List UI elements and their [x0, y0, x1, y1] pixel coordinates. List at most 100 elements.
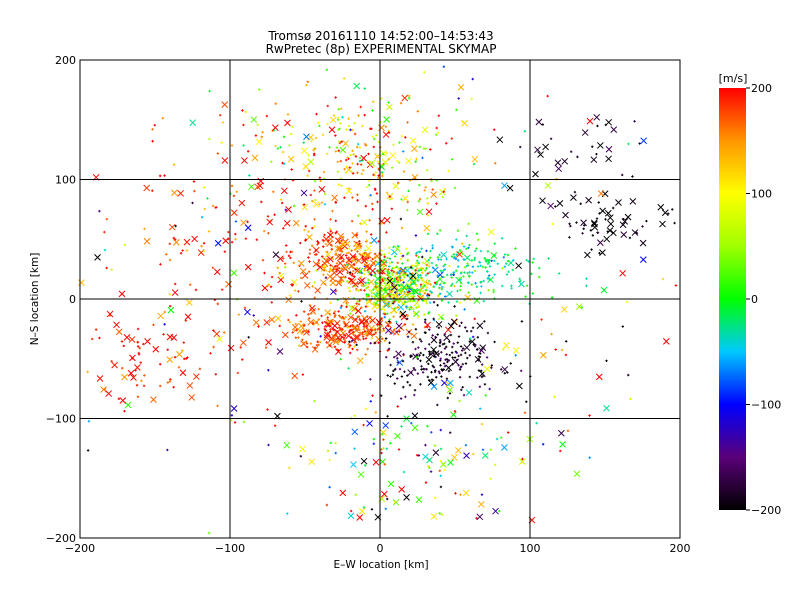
scatter-point — [455, 351, 458, 354]
scatter-point — [334, 334, 342, 341]
scatter-point — [455, 253, 458, 256]
scatter-point — [318, 124, 321, 128]
scatter-point — [417, 276, 420, 279]
scatter-point — [365, 239, 368, 242]
scatter-point — [429, 470, 433, 473]
scatter-point — [283, 266, 287, 269]
scatter-point — [351, 172, 355, 175]
scatter-point — [339, 146, 347, 154]
scatter-point — [78, 279, 85, 286]
scatter-point — [441, 343, 445, 346]
scatter-point — [473, 256, 477, 260]
scatter-point — [423, 367, 426, 371]
scatter-point — [342, 268, 345, 271]
scatter-point — [429, 290, 432, 293]
scatter-point — [436, 403, 439, 407]
scatter-point — [407, 293, 410, 296]
scatter-point — [401, 359, 405, 363]
scatter-point — [421, 255, 424, 259]
scatter-point — [422, 353, 425, 357]
scatter-point — [291, 284, 294, 287]
scatter-point — [382, 327, 385, 330]
scatter-point — [432, 350, 440, 357]
scatter-point — [344, 171, 348, 174]
scatter-point — [307, 313, 310, 316]
scatter-point — [211, 204, 215, 208]
scatter-point — [481, 265, 485, 269]
scatter-point — [235, 190, 238, 193]
scatter-point — [405, 247, 408, 250]
scatter-point — [368, 183, 371, 187]
scatter-point — [119, 397, 127, 404]
scatter-point — [345, 332, 352, 340]
scatter-point — [569, 150, 573, 153]
scatter-point — [388, 284, 391, 288]
scatter-point — [328, 126, 336, 134]
scatter-point — [359, 244, 363, 248]
scatter-point — [105, 217, 109, 221]
scatter-point — [316, 340, 319, 344]
scatter-point — [464, 444, 468, 447]
scatter-point — [256, 123, 259, 127]
scatter-point — [596, 142, 604, 149]
scatter-point — [136, 341, 139, 344]
scatter-point — [589, 229, 593, 232]
scatter-point — [486, 262, 490, 265]
scatter-point — [390, 261, 394, 264]
scatter-point — [363, 113, 366, 117]
scatter-point — [323, 334, 330, 341]
scatter-point — [352, 331, 355, 334]
scatter-point — [383, 253, 386, 256]
scatter-point — [216, 404, 219, 408]
scatter-point — [535, 421, 538, 425]
scatter-point — [473, 317, 476, 321]
scatter-point — [390, 311, 393, 314]
scatter-point — [166, 356, 174, 363]
scatter-point — [375, 134, 378, 137]
scatter-point — [425, 356, 433, 363]
scatter-point — [337, 128, 340, 131]
chart-subtitle: RwPretec (8p) EXPERIMENTAL SKYMAP — [266, 42, 497, 56]
scatter-point — [301, 341, 305, 344]
scatter-point — [316, 243, 319, 246]
scatter-point — [157, 312, 165, 320]
scatter-point — [463, 308, 466, 311]
scatter-point — [376, 176, 380, 180]
scatter-point — [227, 344, 235, 352]
scatter-point — [320, 279, 327, 287]
scatter-point — [346, 242, 349, 245]
scatter-point — [396, 244, 400, 248]
scatter-point — [447, 301, 450, 304]
scatter-point — [326, 104, 329, 108]
scatter-point — [360, 154, 368, 162]
scatter-point — [364, 337, 368, 340]
scatter-point — [355, 288, 359, 292]
scatter-point — [476, 376, 479, 379]
scatter-point — [238, 199, 246, 207]
scatter-point — [460, 321, 463, 324]
scatter-point — [476, 265, 480, 268]
scatter-point — [392, 355, 396, 359]
scatter-point — [444, 326, 452, 334]
scatter-point — [421, 278, 429, 286]
scatter-point — [286, 512, 289, 515]
scatter-point — [445, 358, 449, 361]
scatter-point — [333, 267, 337, 270]
scatter-point — [453, 186, 457, 190]
scatter-point — [261, 258, 265, 262]
scatter-point — [265, 339, 272, 346]
scatter-point — [581, 129, 589, 136]
scatter-point — [221, 121, 225, 124]
scatter-point — [622, 218, 625, 221]
scatter-point — [391, 302, 395, 305]
scatter-point — [490, 259, 493, 262]
scatter-point — [329, 218, 332, 221]
scatter-point — [244, 110, 247, 114]
scatter-point — [252, 319, 260, 326]
scatter-point — [319, 179, 322, 183]
scatter-point — [430, 431, 433, 434]
scatter-point — [335, 262, 339, 265]
scatter-point — [398, 330, 401, 333]
scatter-point — [629, 397, 632, 401]
scatter-point — [351, 347, 354, 351]
